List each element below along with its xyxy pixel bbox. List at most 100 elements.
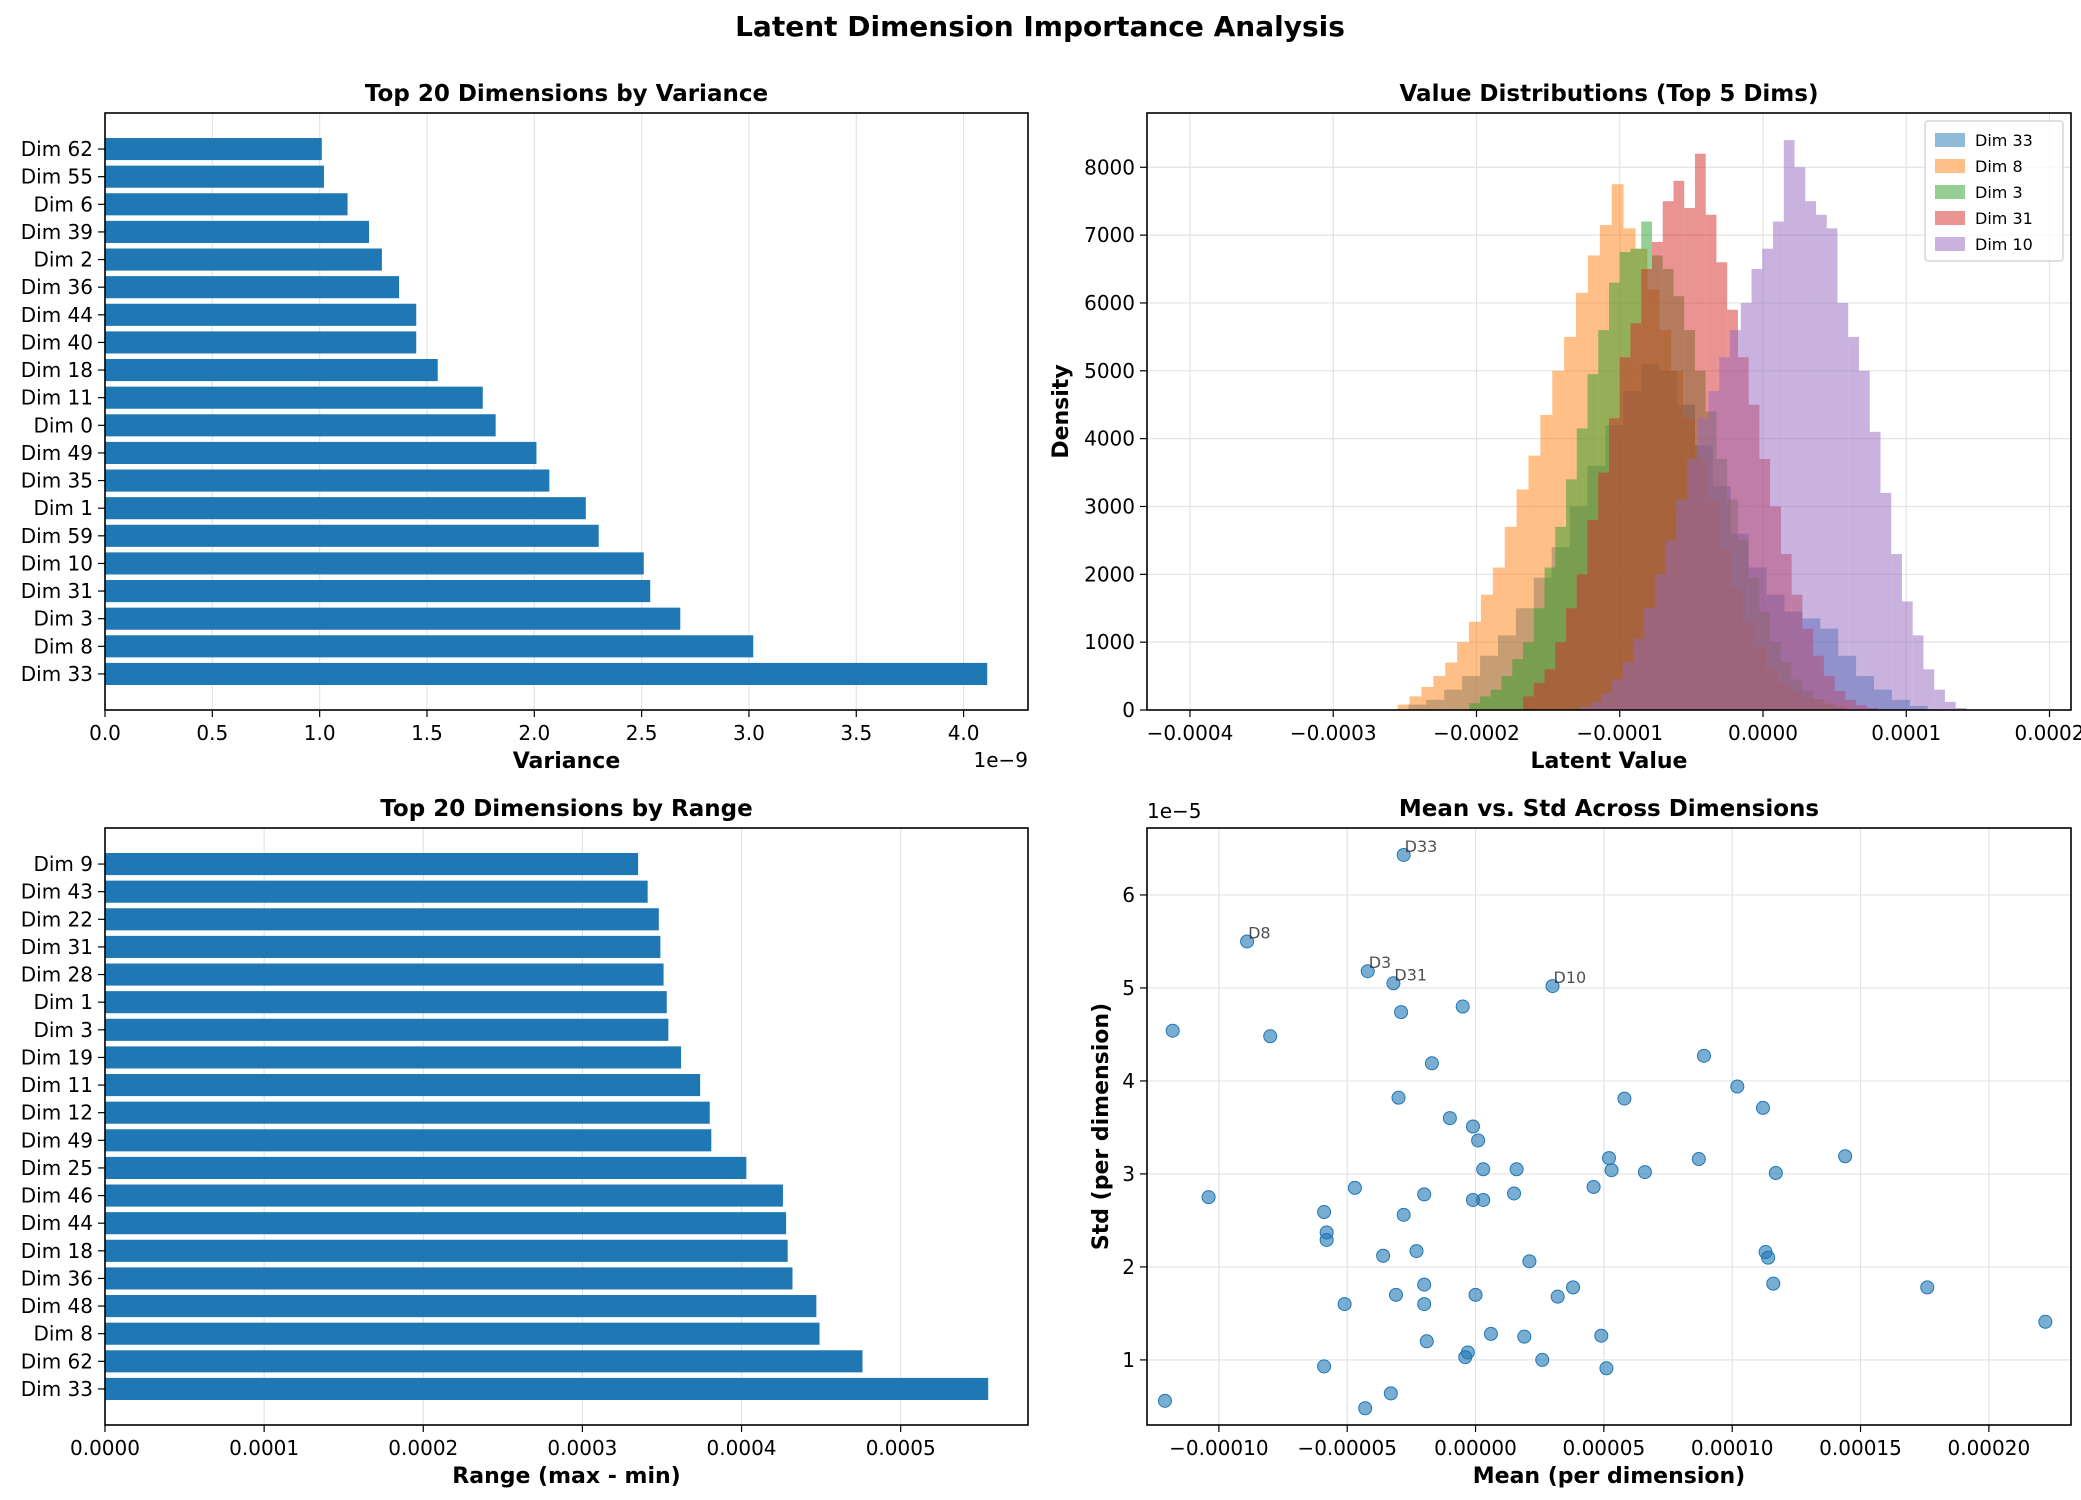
range-x-tick-label: 0.0005 bbox=[866, 1436, 936, 1460]
scatter-annotation: D3 bbox=[1369, 953, 1392, 972]
variance-bar bbox=[105, 138, 322, 161]
hist-bin-dim-31 bbox=[1598, 472, 1609, 710]
hist-bin-dim-31 bbox=[1587, 520, 1599, 710]
range-y-tick-label: Dim 22 bbox=[21, 907, 93, 931]
scatter-title: Mean vs. Std Across Dimensions bbox=[1399, 796, 1819, 822]
hist-bin-dim-10 bbox=[1944, 701, 1956, 710]
variance-y-tick-label: Dim 8 bbox=[33, 634, 93, 658]
scatter-frame bbox=[1146, 827, 2072, 1426]
hist-y-tick-label: 2000 bbox=[1084, 562, 1135, 586]
range-bar bbox=[105, 1074, 701, 1097]
variance-y-tick-label: Dim 59 bbox=[21, 524, 93, 548]
hist-bin-dim-31 bbox=[1555, 642, 1567, 710]
variance-bar bbox=[105, 580, 651, 603]
hist-bin-dim-10 bbox=[1762, 248, 1774, 710]
variance-bar bbox=[105, 331, 417, 354]
scatter-point bbox=[1507, 1186, 1522, 1201]
variance-x-tick-label: 2.5 bbox=[626, 721, 658, 745]
hist-y-tick-label: 1000 bbox=[1084, 630, 1135, 654]
variance-bar bbox=[105, 607, 681, 630]
variance-x-offset-label: 1e−9 bbox=[973, 748, 1028, 772]
variance-y-tick-label: Dim 0 bbox=[33, 413, 93, 437]
variance-y-tick-label: Dim 18 bbox=[21, 358, 93, 382]
scatter-y-tick-label: 4 bbox=[1122, 1069, 1135, 1093]
variance-y-tick-label: Dim 40 bbox=[21, 330, 93, 354]
scatter-y-tick-label: 3 bbox=[1122, 1162, 1135, 1186]
scatter-point bbox=[1455, 999, 1470, 1014]
range-y-tick-label: Dim 44 bbox=[21, 1211, 93, 1235]
hist-y-tick-label: 7000 bbox=[1084, 223, 1135, 247]
hist-y-tick-label: 6000 bbox=[1084, 291, 1135, 315]
variance-frame bbox=[104, 112, 1029, 711]
scatter-point bbox=[1460, 1345, 1475, 1360]
variance-y-tick-label: Dim 33 bbox=[21, 662, 93, 686]
hist-bin-dim-3 bbox=[1523, 642, 1534, 710]
range-y-tick-label: Dim 18 bbox=[21, 1239, 93, 1263]
scatter-point bbox=[1604, 1163, 1619, 1178]
hist-bin-dim-10 bbox=[1934, 689, 1945, 710]
scatter-x-tick-label: 0.00015 bbox=[1819, 1436, 1902, 1460]
hist-bin-dim-10 bbox=[1858, 370, 1870, 710]
scatter-point bbox=[1766, 1276, 1781, 1291]
scatter-point bbox=[1442, 1111, 1457, 1126]
range-y-tick-label: Dim 62 bbox=[21, 1349, 93, 1373]
scatter-point bbox=[1509, 1162, 1524, 1177]
hist-bin-dim-3 bbox=[1480, 696, 1491, 710]
range-bar bbox=[105, 1101, 710, 1124]
scatter-point bbox=[1319, 1232, 1334, 1247]
hist-bin-dim-31 bbox=[1619, 357, 1631, 710]
scatter-y-axis-label: Std (per dimension) bbox=[1089, 1003, 1114, 1250]
range-bar bbox=[105, 935, 661, 958]
range-bar bbox=[105, 1184, 783, 1207]
range-y-tick-label: Dim 11 bbox=[21, 1073, 93, 1097]
hist-bin-dim-10 bbox=[1805, 201, 1817, 710]
variance-x-axis-label: Variance bbox=[513, 749, 621, 774]
range-y-tick-label: Dim 33 bbox=[21, 1377, 93, 1401]
variance-x-tick-label: 0.0 bbox=[89, 721, 121, 745]
hist-bin-dim-31 bbox=[1544, 669, 1556, 710]
range-x-tick-label: 0.0002 bbox=[388, 1436, 458, 1460]
scatter-point bbox=[1517, 1329, 1532, 1344]
scatter-point bbox=[1347, 1180, 1362, 1195]
variance-y-tick-label: Dim 62 bbox=[21, 137, 93, 161]
scatter-point bbox=[1637, 1165, 1652, 1180]
hist-title: Value Distributions (Top 5 Dims) bbox=[1400, 81, 1819, 107]
hist-y-axis-label: Density bbox=[1049, 364, 1074, 458]
hist-bin-dim-8 bbox=[1540, 414, 1553, 710]
scatter-point bbox=[1383, 1386, 1398, 1401]
hist-bin-dim-31 bbox=[1523, 696, 1534, 710]
hist-bin-dim-8 bbox=[1528, 455, 1541, 710]
scatter-point bbox=[1391, 1090, 1406, 1105]
scatter-annotation: D31 bbox=[1394, 965, 1427, 984]
scatter-point bbox=[1617, 1091, 1632, 1106]
scatter-x-tick-label: −0.00005 bbox=[1297, 1436, 1396, 1460]
variance-y-tick-label: Dim 49 bbox=[21, 441, 93, 465]
hist-x-tick-label: 0.0000 bbox=[1728, 721, 1798, 745]
range-bar bbox=[105, 1377, 989, 1400]
variance-y-tick-label: Dim 35 bbox=[21, 469, 93, 493]
scatter-point bbox=[1388, 1287, 1403, 1302]
scatter-point bbox=[1417, 1277, 1432, 1292]
hist-bin-dim-10 bbox=[1891, 553, 1902, 710]
variance-y-tick-label: Dim 11 bbox=[21, 386, 93, 410]
hist-bin-dim-8 bbox=[1421, 686, 1434, 710]
hist-bin-dim-8 bbox=[1492, 567, 1505, 710]
range-y-tick-label: Dim 43 bbox=[21, 880, 93, 904]
hist-bin-dim-31 bbox=[1566, 608, 1577, 710]
scatter-y-offset-label: 1e−5 bbox=[1147, 799, 1202, 823]
scatter-point bbox=[1396, 847, 1411, 862]
scatter-x-axis-label: Mean (per dimension) bbox=[1473, 1464, 1745, 1489]
scatter-point bbox=[1768, 1165, 1783, 1180]
scatter-point bbox=[1730, 1079, 1745, 1094]
hist-bin-dim-10 bbox=[1837, 302, 1849, 710]
range-y-tick-label: Dim 3 bbox=[33, 1018, 93, 1042]
range-bar bbox=[105, 1322, 820, 1345]
range-bar bbox=[105, 1129, 712, 1152]
scatter-point bbox=[1465, 1192, 1480, 1207]
variance-x-tick-label: 0.5 bbox=[196, 721, 228, 745]
scatter-point bbox=[1317, 1205, 1332, 1220]
scatter-point bbox=[1394, 1005, 1409, 1020]
hist-legend: Dim 33 Dim 8 Dim 3 Dim 31 Dim 10 bbox=[1924, 120, 2064, 262]
range-x-tick-label: 0.0001 bbox=[229, 1436, 299, 1460]
hist-bin-dim-10 bbox=[1869, 431, 1881, 710]
